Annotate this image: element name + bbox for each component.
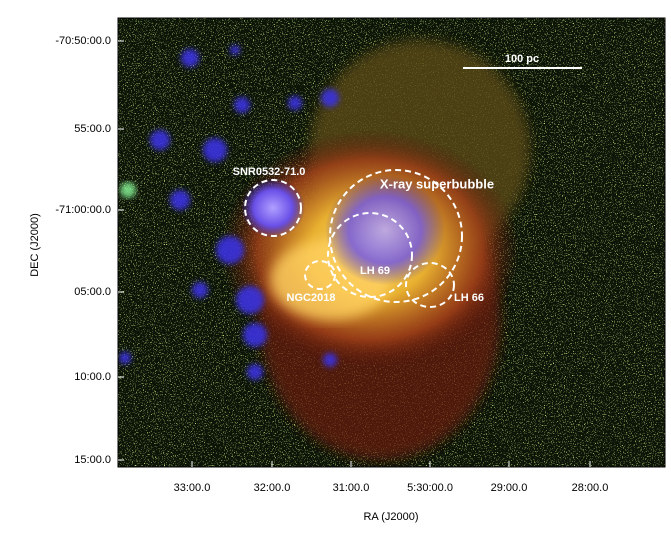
image bbox=[118, 18, 665, 467]
y-tick-label: -71:00:00.0 bbox=[55, 204, 111, 216]
y-tick-label: 10:00.0 bbox=[74, 371, 111, 383]
circle bbox=[327, 212, 413, 298]
annotation: LH 66 bbox=[454, 292, 484, 304]
x-tick-label: 28:00.0 bbox=[572, 482, 609, 494]
x-tick-label: 31:00.0 bbox=[333, 482, 370, 494]
y-axis-label: DEC (J2000) bbox=[29, 213, 41, 277]
y-tick-label: -70:50:00.0 bbox=[55, 35, 111, 47]
scale-label: 100 pc bbox=[505, 53, 539, 65]
circle bbox=[405, 262, 455, 308]
x-tick-label: 33:00.0 bbox=[174, 482, 211, 494]
y-tick-label: 15:00.0 bbox=[74, 454, 111, 466]
x-tick-label: 32:00.0 bbox=[254, 482, 291, 494]
x-tick-label: 29:00.0 bbox=[491, 482, 528, 494]
frame bbox=[117, 17, 666, 468]
annotation: X-ray superbubble bbox=[380, 176, 494, 191]
y-tick-label: 55:00.0 bbox=[74, 123, 111, 135]
circle bbox=[329, 169, 463, 303]
annotation: SNR0532-71.0 bbox=[233, 166, 306, 178]
x-tick-label: 5:30:00.0 bbox=[407, 482, 453, 494]
annotation: LH 69 bbox=[360, 265, 390, 277]
circle bbox=[244, 179, 302, 237]
y-tick-label: 05:00.0 bbox=[74, 286, 111, 298]
annotation: NGC2018 bbox=[287, 292, 336, 304]
circle bbox=[304, 260, 336, 290]
x-axis-label: RA (J2000) bbox=[363, 511, 418, 523]
